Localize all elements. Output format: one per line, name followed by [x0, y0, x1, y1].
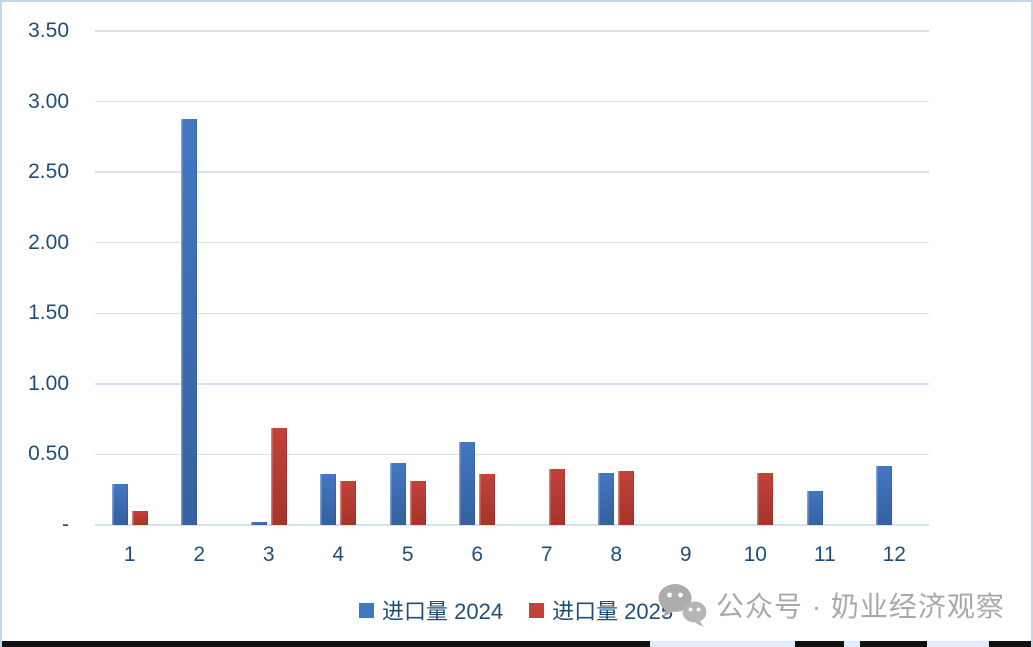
- bar-进口量 2025-month-7: [548, 468, 565, 525]
- gridline: [95, 453, 929, 456]
- table-edge-segment: [989, 641, 1031, 647]
- table-edge-segment: [860, 641, 927, 647]
- y-tick-label: 1.00: [28, 371, 69, 395]
- bar-进口量 2024-month-11: [806, 491, 823, 525]
- x-tick-label: 5: [401, 543, 414, 566]
- y-tick-label: 3.00: [28, 89, 69, 113]
- bar-进口量 2024-month-2: [181, 118, 198, 525]
- x-tick-label: 8: [610, 543, 623, 566]
- bar-进口量 2024-month-5: [389, 462, 406, 525]
- gridline: [95, 312, 929, 315]
- y-tick-label: 3.50: [28, 19, 69, 42]
- x-tick-label: 7: [540, 543, 553, 566]
- bar-进口量 2024-month-3: [250, 522, 267, 525]
- gridline: [95, 30, 929, 32]
- bar-进口量 2025-month-10: [757, 472, 774, 525]
- y-tick-label: 2.00: [28, 230, 69, 254]
- bar-进口量 2025-month-1: [131, 510, 148, 525]
- plot-area: [95, 30, 929, 526]
- x-tick-label: 3: [262, 543, 275, 566]
- table-edge-segment: [795, 641, 844, 647]
- bar-进口量 2024-month-6: [459, 441, 476, 525]
- y-tick-label: 1.50: [28, 301, 69, 325]
- gridline: [95, 171, 929, 173]
- x-tick-label: 12: [882, 543, 906, 566]
- y-tick-label: -: [62, 513, 69, 536]
- x-tick-label: 6: [471, 543, 484, 566]
- bar-进口量 2025-month-3: [270, 427, 287, 525]
- bar-进口量 2024-month-8: [598, 472, 615, 525]
- legend-swatch: [359, 602, 374, 618]
- y-tick-label: 0.50: [28, 442, 69, 466]
- cropped-table-top-edge: [2, 641, 1031, 647]
- table-edge-segment: [2, 641, 650, 647]
- legend-item: 进口量 2024: [359, 594, 503, 626]
- legend: 进口量 2024 进口量 2025: [359, 594, 673, 626]
- legend-item: 进口量 2025: [529, 594, 673, 626]
- x-tick-label: 2: [193, 543, 206, 566]
- x-tick-label: 11: [813, 543, 836, 566]
- gridline: [95, 241, 929, 244]
- wechat-icon: [656, 582, 708, 628]
- bar-进口量 2024-month-12: [876, 465, 893, 525]
- bar-进口量 2025-month-5: [409, 481, 426, 525]
- watermark: 公众号 · 奶业经济观察: [656, 582, 1005, 628]
- gridline: [95, 100, 929, 103]
- legend-label: 进口量 2025: [552, 599, 674, 624]
- y-tick-label: 2.50: [28, 160, 69, 184]
- x-tick-label: 4: [332, 543, 345, 566]
- bar-进口量 2025-month-8: [618, 471, 635, 525]
- bar-进口量 2025-month-4: [340, 481, 357, 525]
- legend-label: 进口量 2024: [382, 599, 504, 624]
- x-tick-label: 1: [123, 543, 136, 566]
- bar-进口量 2024-month-4: [320, 474, 337, 525]
- legend-swatch: [529, 602, 545, 618]
- bar-进口量 2025-month-6: [479, 474, 496, 525]
- gridline: [95, 383, 929, 385]
- x-tick-label: 9: [679, 543, 692, 566]
- watermark-text: 公众号 · 奶业经济观察: [716, 591, 1005, 622]
- x-tick-label: 10: [743, 543, 767, 566]
- bar-进口量 2024-month-1: [111, 484, 128, 525]
- gridline: [95, 524, 929, 526]
